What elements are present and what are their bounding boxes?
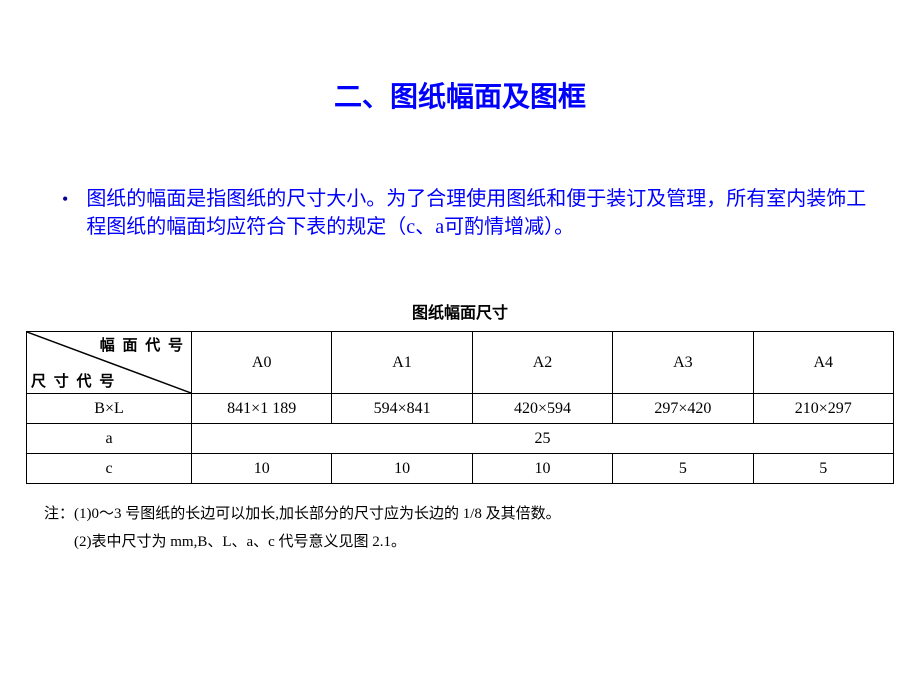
table-cell: 420×594	[472, 394, 612, 424]
row-label: c	[27, 454, 192, 484]
row-label: B×L	[27, 394, 192, 424]
col-header: A0	[192, 332, 332, 394]
diagonal-header: 幅 面 代 号 尺 寸 代 号	[27, 332, 192, 394]
row-label: a	[27, 424, 192, 454]
col-header: A1	[332, 332, 472, 394]
body-section: • 图纸的幅面是指图纸的尺寸大小。为了合理使用图纸和便于装订及管理，所有室内装饰…	[0, 115, 920, 241]
note-line: 注：(1)0～3 号图纸的长边可以加长,加长部分的尺寸应为长边的 1/8 及其倍…	[44, 500, 920, 528]
table-cell: 841×1 189	[192, 394, 332, 424]
table-row: a 25	[27, 424, 894, 454]
table-cell: 594×841	[332, 394, 472, 424]
table-cell: 10	[472, 454, 612, 484]
page-title: 二、图纸幅面及图框	[0, 0, 920, 115]
note-item: (1)0～3 号图纸的长边可以加长,加长部分的尺寸应为长边的 1/8 及其倍数。	[74, 506, 561, 522]
table-title: 图纸幅面尺寸	[0, 299, 920, 323]
table-cell: 5	[613, 454, 753, 484]
table-cell: 297×420	[613, 394, 753, 424]
diag-bottom-label: 尺 寸 代 号	[31, 370, 116, 391]
table-row: B×L 841×1 189 594×841 420×594 297×420 21…	[27, 394, 894, 424]
bullet-row: • 图纸的幅面是指图纸的尺寸大小。为了合理使用图纸和便于装订及管理，所有室内装饰…	[50, 185, 870, 241]
col-header: A2	[472, 332, 612, 394]
table-cell: 210×297	[753, 394, 893, 424]
notes-section: 注：(1)0～3 号图纸的长边可以加长,加长部分的尺寸应为长边的 1/8 及其倍…	[44, 500, 920, 556]
note-prefix: 注：	[44, 506, 74, 522]
table-cell: 5	[753, 454, 893, 484]
body-text: 图纸的幅面是指图纸的尺寸大小。为了合理使用图纸和便于装订及管理，所有室内装饰工程…	[86, 185, 870, 241]
size-table: 幅 面 代 号 尺 寸 代 号 A0 A1 A2 A3 A4 B×L 841×1…	[26, 331, 894, 484]
table-cell-merged: 25	[192, 424, 894, 454]
table-cell: 10	[192, 454, 332, 484]
diag-top-label: 幅 面 代 号	[100, 334, 185, 355]
bullet-icon: •	[62, 185, 68, 213]
table-cell: 10	[332, 454, 472, 484]
note-item: (2)表中尺寸为 mm,B、L、a、c 代号意义见图 2.1。	[74, 534, 406, 550]
col-header: A3	[613, 332, 753, 394]
table-row: c 10 10 10 5 5	[27, 454, 894, 484]
col-header: A4	[753, 332, 893, 394]
table-header-row: 幅 面 代 号 尺 寸 代 号 A0 A1 A2 A3 A4	[27, 332, 894, 394]
note-line: (2)表中尺寸为 mm,B、L、a、c 代号意义见图 2.1。	[74, 528, 920, 556]
